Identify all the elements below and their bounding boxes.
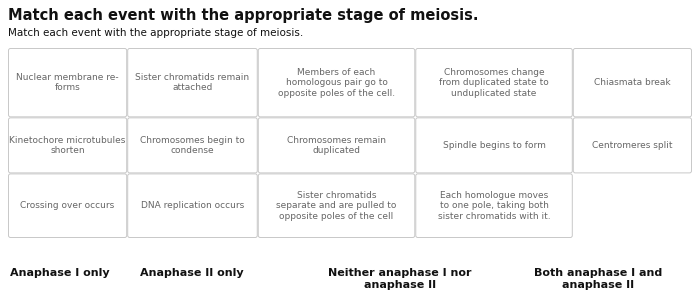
FancyBboxPatch shape — [258, 49, 415, 117]
FancyBboxPatch shape — [573, 118, 692, 173]
FancyBboxPatch shape — [127, 49, 258, 117]
Text: Nuclear membrane re-
forms: Nuclear membrane re- forms — [16, 73, 119, 92]
Text: Neither anaphase I nor
anaphase II: Neither anaphase I nor anaphase II — [328, 268, 472, 289]
Text: Both anaphase I and
anaphase II: Both anaphase I and anaphase II — [534, 268, 662, 289]
Text: DNA replication occurs: DNA replication occurs — [141, 201, 244, 210]
FancyBboxPatch shape — [258, 174, 415, 238]
Text: Match each event with the appropriate stage of meiosis.: Match each event with the appropriate st… — [8, 8, 479, 23]
Text: Chromosomes change
from duplicated state to
unduplicated state: Chromosomes change from duplicated state… — [439, 68, 549, 98]
Text: Anaphase II only: Anaphase II only — [140, 268, 244, 278]
Text: Anaphase I only: Anaphase I only — [10, 268, 110, 278]
Text: Match each event with the appropriate stage of meiosis.: Match each event with the appropriate st… — [8, 28, 303, 38]
Text: Members of each
homologous pair go to
opposite poles of the cell.: Members of each homologous pair go to op… — [278, 68, 395, 98]
FancyBboxPatch shape — [416, 118, 573, 173]
FancyBboxPatch shape — [416, 49, 573, 117]
Text: Kinetochore microtubules
shorten: Kinetochore microtubules shorten — [9, 136, 126, 155]
Text: Spindle begins to form: Spindle begins to form — [442, 141, 545, 150]
Text: Crossing over occurs: Crossing over occurs — [20, 201, 115, 210]
Text: Sister chromatids remain
attached: Sister chromatids remain attached — [135, 73, 249, 92]
Text: Chromosomes remain
duplicated: Chromosomes remain duplicated — [287, 136, 386, 155]
FancyBboxPatch shape — [573, 49, 692, 117]
FancyBboxPatch shape — [416, 174, 573, 238]
Text: Chromosomes begin to
condense: Chromosomes begin to condense — [140, 136, 245, 155]
Text: Sister chromatids
separate and are pulled to
opposite poles of the cell: Sister chromatids separate and are pulle… — [276, 191, 397, 221]
FancyBboxPatch shape — [8, 174, 127, 238]
FancyBboxPatch shape — [127, 174, 258, 238]
FancyBboxPatch shape — [127, 118, 258, 173]
Text: Chiasmata break: Chiasmata break — [594, 78, 671, 87]
FancyBboxPatch shape — [258, 118, 415, 173]
FancyBboxPatch shape — [8, 49, 127, 117]
Text: Centromeres split: Centromeres split — [592, 141, 673, 150]
Text: Each homologue moves
to one pole, taking both
sister chromatids with it.: Each homologue moves to one pole, taking… — [438, 191, 550, 221]
FancyBboxPatch shape — [8, 118, 127, 173]
